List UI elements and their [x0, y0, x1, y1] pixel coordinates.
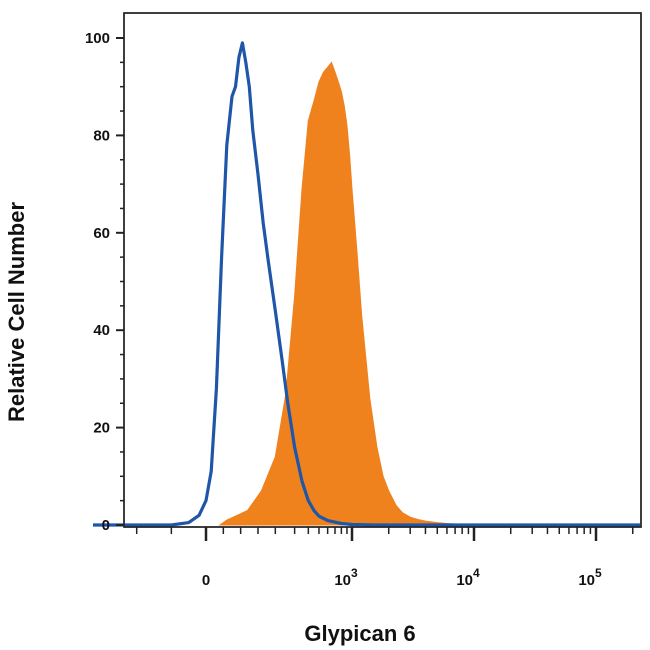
histogram-filled-series	[218, 61, 475, 526]
y-tick-label: 100	[85, 30, 110, 47]
y-tick-label: 40	[93, 322, 110, 339]
y-tick-label: 0	[102, 517, 110, 534]
plot-frame-top	[123, 12, 642, 528]
plot-area	[93, 12, 642, 541]
x-tick-label: 103	[334, 566, 358, 589]
y-tick-label: 20	[93, 420, 110, 437]
y-tick-label: 80	[93, 127, 110, 144]
plot-frame	[123, 12, 642, 528]
y-tick-label: 60	[93, 225, 110, 242]
x-tick-label: 105	[578, 566, 602, 589]
x-tick-label: 0	[202, 572, 210, 589]
y-axis-title: Relative Cell Number	[4, 202, 29, 423]
x-axis-title: Glypican 6	[304, 621, 415, 646]
x-tick-label: 104	[456, 566, 480, 589]
histogram-outline-series	[93, 41, 640, 527]
